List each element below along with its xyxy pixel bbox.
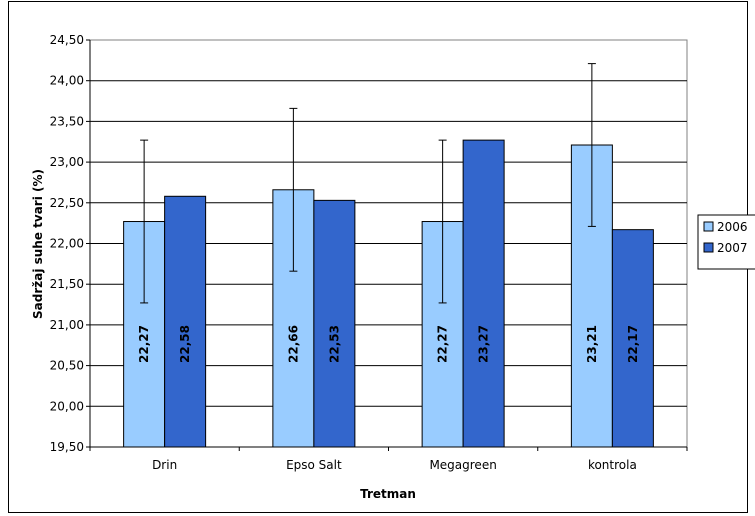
data-label: 23,21 — [585, 325, 599, 363]
y-tick-label: 19,50 — [50, 440, 84, 454]
y-tick-label: 22,00 — [50, 237, 84, 251]
bars — [123, 139, 654, 448]
data-label: 22,53 — [327, 325, 341, 363]
legend-label-2007: 2007 — [717, 241, 748, 255]
x-tick-label: kontrola — [588, 458, 637, 472]
legend-swatch-2006 — [703, 221, 714, 232]
x-tick-label: Epso Salt — [286, 458, 342, 472]
bar-2007-Epso-Salt — [313, 199, 356, 448]
y-tick-label: 23,50 — [50, 114, 84, 128]
y-tick-label: 21,50 — [50, 277, 84, 291]
y-tick-labels: 19,50 20,00 20,50 21,00 21,50 22,00 22,50 23,00… — [50, 33, 84, 454]
error-bars — [140, 63, 596, 304]
y-tick-label: 23,00 — [50, 155, 84, 169]
legend: 2006 2007 — [697, 214, 755, 270]
y-tick-label: 24,50 — [50, 33, 84, 47]
y-axis-title: Sadržaj suhe tvari (%) — [31, 169, 45, 319]
bar-2007-Megagreen — [462, 139, 505, 448]
data-label: 23,27 — [477, 325, 491, 363]
data-label: 22,66 — [286, 325, 300, 363]
x-tick-label: Drin — [152, 458, 177, 472]
legend-swatch-2007 — [703, 242, 714, 253]
bar-2007-kontrola — [611, 229, 654, 448]
y-tick-label: 22,50 — [50, 196, 84, 210]
bar-labels: 22,27 22,58 22,66 22,53 22,27 23,27 23,21 22,17 — [137, 325, 640, 363]
legend-label-2006: 2006 — [717, 220, 748, 234]
data-label: 22,58 — [178, 325, 192, 363]
x-axis-title: Tretman — [360, 487, 416, 501]
data-label: 22,27 — [137, 325, 151, 363]
data-label: 22,17 — [626, 325, 640, 363]
x-tick-label: Megagreen — [429, 458, 496, 472]
bar-2007-Drin — [164, 195, 207, 448]
data-label: 22,27 — [436, 325, 450, 363]
y-tick-label: 21,00 — [50, 318, 84, 332]
x-tick-labels: Drin Epso Salt Megagreen kontrola — [152, 458, 637, 472]
y-tick-label: 24,00 — [50, 74, 84, 88]
y-tick-label: 20,00 — [50, 399, 84, 413]
y-tick-label: 20,50 — [50, 359, 84, 373]
